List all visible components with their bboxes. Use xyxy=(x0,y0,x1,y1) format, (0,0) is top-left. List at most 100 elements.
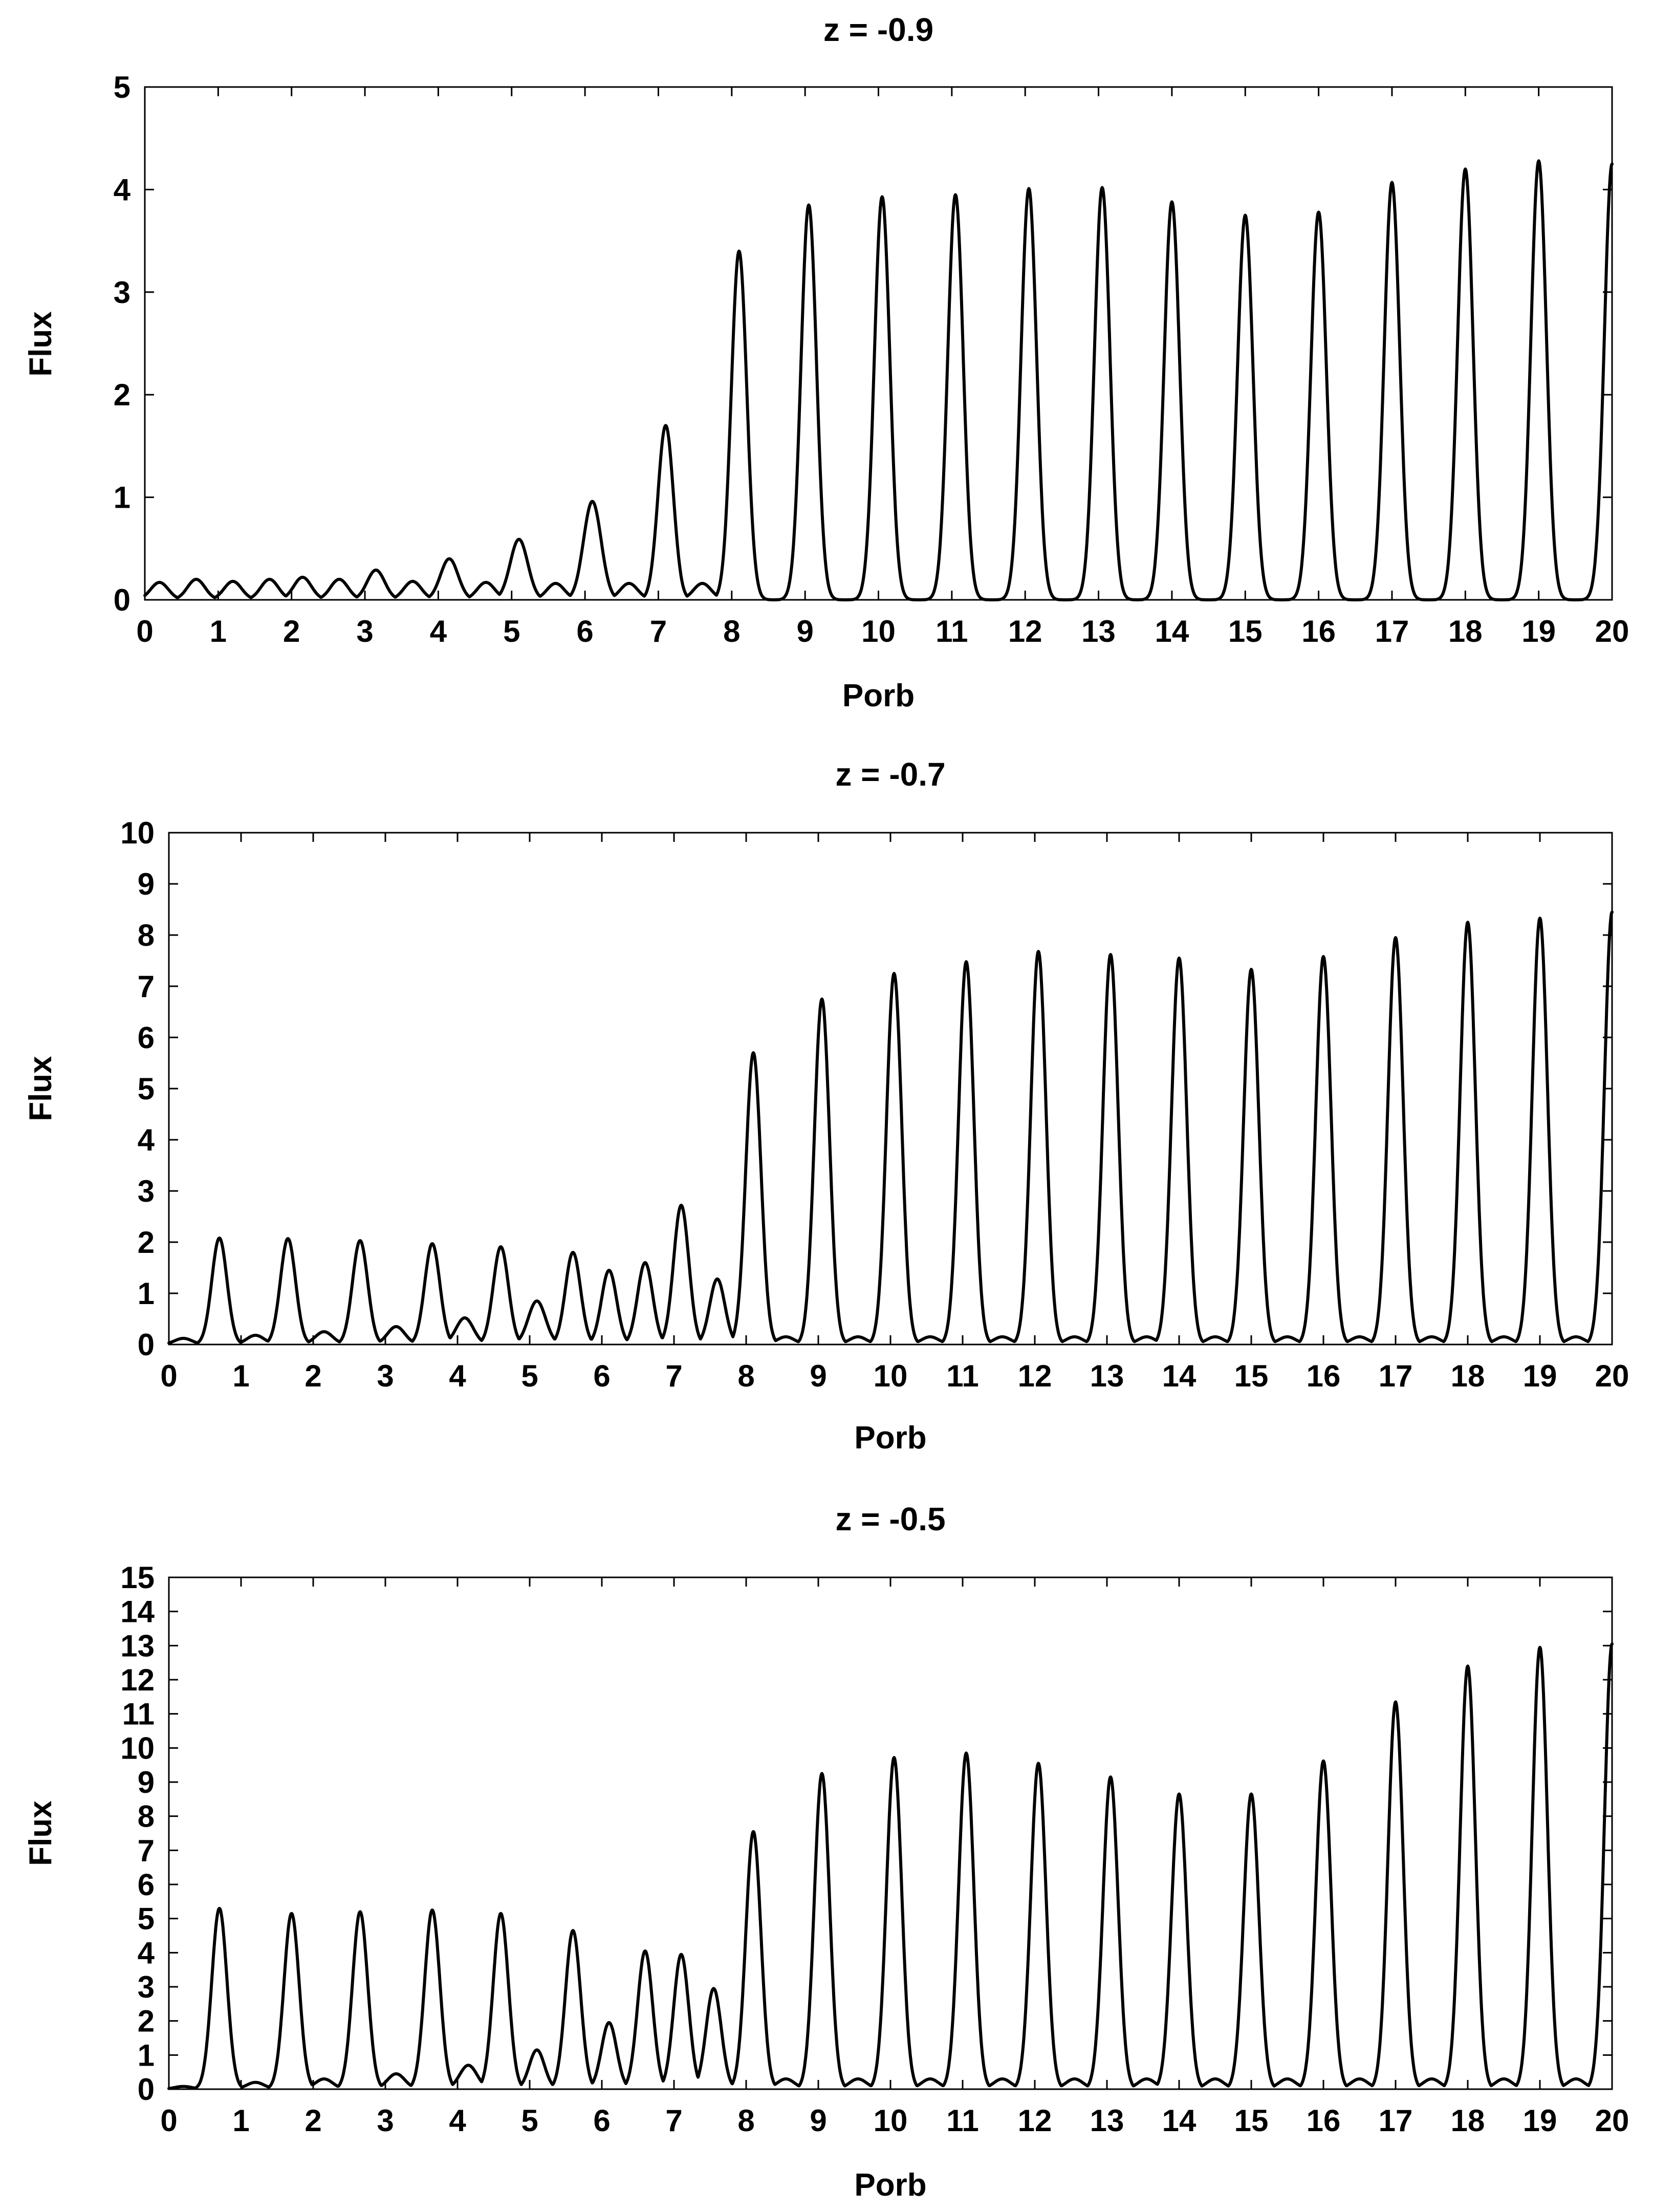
plot-frame xyxy=(168,832,1613,1346)
x-tick-label: 10 xyxy=(874,1359,908,1393)
y-tick-label: 2 xyxy=(138,1225,155,1260)
plot-frame xyxy=(144,86,1613,601)
y-tick-label: 0 xyxy=(138,2072,155,2107)
x-tick-label: 17 xyxy=(1375,614,1409,648)
x-axis-label: Porb xyxy=(854,1420,926,1456)
y-tick-label: 3 xyxy=(114,275,130,310)
y-axis-label: Flux xyxy=(23,311,58,377)
y-tick-label: 4 xyxy=(114,172,131,207)
y-tick-label: 8 xyxy=(138,918,155,952)
x-tick-label: 14 xyxy=(1155,614,1189,648)
flux-series-line xyxy=(167,1642,1614,2090)
x-tick-label: 3 xyxy=(377,2103,394,2138)
x-tick-label: 8 xyxy=(723,614,740,648)
x-tick-label: 5 xyxy=(521,2103,538,2138)
x-tick-label: 8 xyxy=(737,1359,754,1393)
x-tick-label: 6 xyxy=(593,2103,610,2138)
y-tick-label: 5 xyxy=(114,70,130,104)
x-tick-label: 10 xyxy=(874,2103,908,2138)
x-tick-label: 4 xyxy=(430,614,447,648)
x-tick-label: 0 xyxy=(160,1359,177,1393)
chart-title: z = -0.7 xyxy=(835,756,945,793)
x-tick-label: 14 xyxy=(1162,2103,1197,2138)
flux-series-line xyxy=(143,159,1614,601)
x-tick-label: 11 xyxy=(946,2103,978,2138)
x-tick-label: 11 xyxy=(936,614,968,648)
x-tick-label: 18 xyxy=(1451,1359,1485,1393)
x-tick-label: 6 xyxy=(593,1359,610,1393)
y-tick-label: 3 xyxy=(138,1174,155,1208)
y-tick-label: 7 xyxy=(138,1833,155,1868)
x-tick-label: 20 xyxy=(1595,1359,1629,1393)
x-tick-label: 19 xyxy=(1523,2103,1557,2138)
y-tick-label: 10 xyxy=(120,816,155,850)
x-tick-label: 2 xyxy=(283,614,300,648)
x-tick-label: 0 xyxy=(136,614,153,648)
y-tick-label: 7 xyxy=(138,969,155,1004)
x-tick-label: 7 xyxy=(665,1359,682,1393)
x-tick-label: 4 xyxy=(449,2103,466,2138)
x-tick-label: 19 xyxy=(1521,614,1556,648)
x-tick-label: 12 xyxy=(1018,1359,1052,1393)
x-tick-label: 5 xyxy=(521,1359,538,1393)
x-tick-label: 1 xyxy=(210,614,227,648)
x-tick-label: 9 xyxy=(810,1359,826,1393)
y-tick-label: 3 xyxy=(138,1970,155,2004)
x-tick-label: 1 xyxy=(232,1359,249,1393)
x-tick-label: 7 xyxy=(665,2103,682,2138)
flux-series-line xyxy=(167,910,1614,1344)
x-tick-label: 20 xyxy=(1595,614,1629,648)
x-tick-label: 18 xyxy=(1448,614,1483,648)
chart-title: z = -0.5 xyxy=(835,1501,945,1537)
y-tick-label: 2 xyxy=(138,2004,155,2038)
x-tick-label: 7 xyxy=(650,614,667,648)
x-tick-label: 19 xyxy=(1523,1359,1557,1393)
chart-panel-1: z = -0.90 1 2 3 4 5 6 7 8 9 10 11 12 13 14 15 16 17 18 19 20… xyxy=(23,11,1629,713)
y-tick-label: 5 xyxy=(138,1902,155,1936)
y-axis-label: Flux xyxy=(23,1056,58,1121)
y-tick-label: 0 xyxy=(138,1328,155,1362)
x-tick-label: 16 xyxy=(1307,2103,1341,2138)
x-tick-label: 8 xyxy=(737,2103,754,2138)
y-tick-label: 13 xyxy=(120,1629,155,1663)
y-tick-label: 14 xyxy=(120,1595,155,1629)
x-tick-label: 17 xyxy=(1379,2103,1413,2138)
x-tick-label: 5 xyxy=(503,614,520,648)
x-tick-label: 12 xyxy=(1008,614,1042,648)
x-tick-label: 11 xyxy=(946,1359,978,1393)
y-tick-label: 8 xyxy=(138,1799,155,1834)
y-tick-label: 4 xyxy=(138,1123,155,1157)
x-tick-label: 12 xyxy=(1018,2103,1052,2138)
x-tick-label: 3 xyxy=(377,1359,394,1393)
y-tick-label: 9 xyxy=(138,867,155,901)
y-tick-label: 1 xyxy=(138,2038,155,2072)
x-axis-label: Porb xyxy=(854,2167,926,2203)
y-axis-label: Flux xyxy=(23,1801,58,1866)
x-tick-label: 9 xyxy=(796,614,813,648)
chart-title: z = -0.9 xyxy=(823,11,933,48)
y-tick-label: 2 xyxy=(114,378,130,412)
x-tick-label: 3 xyxy=(356,614,373,648)
y-tick-label: 15 xyxy=(120,1560,155,1595)
x-tick-label: 14 xyxy=(1162,1359,1197,1393)
y-tick-label: 1 xyxy=(114,481,130,515)
x-tick-label: 13 xyxy=(1090,1359,1124,1393)
x-tick-label: 16 xyxy=(1307,1359,1341,1393)
x-tick-label: 2 xyxy=(304,2103,321,2138)
x-tick-label: 15 xyxy=(1228,614,1263,648)
x-tick-label: 4 xyxy=(449,1359,466,1393)
x-tick-label: 17 xyxy=(1379,1359,1413,1393)
y-tick-label: 6 xyxy=(138,1021,155,1055)
x-tick-label: 9 xyxy=(810,2103,826,2138)
y-tick-label: 12 xyxy=(120,1663,155,1697)
x-tick-label: 15 xyxy=(1234,1359,1269,1393)
y-tick-label: 6 xyxy=(138,1868,155,1902)
plot-frame xyxy=(168,1576,1613,2090)
x-tick-label: 10 xyxy=(861,614,896,648)
x-tick-label: 13 xyxy=(1081,614,1116,648)
x-tick-label: 13 xyxy=(1090,2103,1124,2138)
y-tick-label: 10 xyxy=(120,1731,155,1765)
y-tick-label: 4 xyxy=(138,1936,155,1970)
x-tick-label: 6 xyxy=(576,614,593,648)
